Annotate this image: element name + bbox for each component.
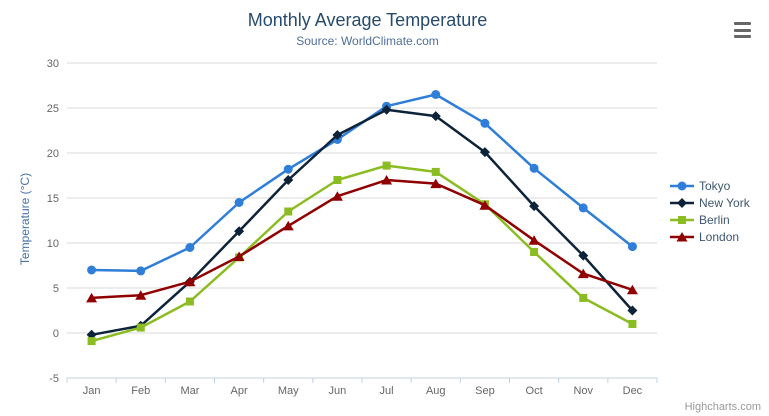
export-menu-button[interactable]: [731, 20, 755, 40]
square-legend-marker-icon: [670, 215, 694, 224]
data-point-marker[interactable]: [627, 242, 637, 252]
data-point-marker[interactable]: [528, 235, 540, 245]
data-point-marker[interactable]: [233, 251, 245, 262]
data-point-marker[interactable]: [628, 320, 637, 328]
data-point-marker[interactable]: [577, 268, 589, 279]
data-point-marker[interactable]: [431, 90, 441, 99]
x-axis-label: Sep: [475, 385, 495, 397]
series-line[interactable]: [90, 93, 634, 273]
data-point-marker[interactable]: [678, 215, 686, 224]
data-point-marker[interactable]: [87, 265, 97, 275]
data-point-marker[interactable]: [185, 297, 194, 306]
data-point-marker[interactable]: [136, 323, 145, 332]
data-point-marker[interactable]: [627, 305, 638, 316]
chart-subtitle: Source: WorldClimate.com: [296, 34, 439, 48]
data-point-marker[interactable]: [135, 290, 147, 300]
series-line[interactable]: [90, 178, 634, 300]
legend-label: Berlin: [699, 212, 730, 227]
legend: Tokyo New York Berlin London: [670, 177, 750, 245]
data-point-marker[interactable]: [381, 175, 393, 185]
series-line[interactable]: [90, 164, 634, 343]
x-axis-label: Dec: [623, 385, 643, 397]
data-point-marker[interactable]: [626, 284, 638, 295]
legend-item-new-york[interactable]: New York: [670, 194, 750, 211]
y-axis-label: 15: [47, 193, 59, 205]
data-point-marker[interactable]: [331, 191, 343, 201]
hamburger-icon: [734, 22, 751, 25]
data-point-marker[interactable]: [677, 197, 687, 208]
data-point-marker[interactable]: [676, 231, 688, 242]
series-tokyo: [87, 90, 637, 276]
legend-item-berlin[interactable]: Berlin: [670, 211, 750, 228]
diamond-legend-marker-icon: [670, 197, 694, 208]
y-axis-label: 30: [47, 58, 59, 70]
y-axis-label: 10: [47, 238, 59, 250]
data-point-marker[interactable]: [382, 161, 391, 170]
data-point-marker[interactable]: [430, 178, 442, 189]
x-axis-label: Apr: [231, 385, 248, 397]
data-point-marker[interactable]: [234, 198, 244, 207]
x-axis-label: Feb: [131, 385, 150, 397]
legend-label: London: [699, 229, 740, 244]
data-point-marker[interactable]: [86, 292, 98, 303]
data-point-marker[interactable]: [136, 266, 146, 276]
x-axis-label: May: [278, 385, 299, 397]
data-point-marker[interactable]: [87, 337, 96, 346]
y-axis-label: 25: [47, 103, 59, 115]
y-axis-label: 0: [53, 328, 59, 340]
x-axis-label: Nov: [573, 385, 593, 397]
highcharts-credit[interactable]: Highcharts.com: [684, 401, 761, 413]
data-point-marker[interactable]: [184, 276, 196, 287]
data-point-marker[interactable]: [283, 164, 293, 174]
data-point-marker[interactable]: [530, 248, 539, 256]
x-axis-label: Oct: [526, 385, 543, 397]
data-point-marker[interactable]: [333, 176, 342, 184]
legend-label: Tokyo: [699, 178, 731, 193]
y-axis-label: -5: [49, 373, 59, 385]
legend-item-tokyo[interactable]: Tokyo: [670, 177, 750, 194]
data-point-marker[interactable]: [283, 175, 294, 185]
legend-item-london[interactable]: London: [670, 228, 750, 245]
circle-legend-marker-icon: [670, 181, 694, 190]
y-axis-label: 5: [53, 283, 59, 295]
data-point-marker[interactable]: [479, 200, 491, 210]
chart-title: Monthly Average Temperature: [247, 10, 488, 30]
data-point-marker[interactable]: [578, 250, 589, 261]
data-point-marker[interactable]: [430, 111, 441, 122]
data-point-marker[interactable]: [529, 201, 540, 212]
y-axis-title: Temperature (°C): [18, 172, 32, 266]
hamburger-icon: [734, 28, 751, 32]
data-point-marker[interactable]: [185, 243, 195, 252]
data-point-marker[interactable]: [529, 163, 539, 173]
x-axis-label: Mar: [180, 385, 199, 397]
hamburger-icon: [734, 35, 751, 38]
x-axis-label: Jul: [380, 385, 394, 397]
data-point-marker[interactable]: [381, 104, 392, 115]
data-point-marker[interactable]: [282, 220, 294, 231]
data-point-marker[interactable]: [234, 226, 245, 237]
data-point-marker[interactable]: [332, 130, 343, 140]
data-point-marker[interactable]: [480, 118, 490, 128]
series-london: [86, 175, 638, 303]
x-axis-label: Aug: [426, 385, 446, 397]
data-point-marker[interactable]: [284, 207, 293, 216]
series-line[interactable]: [90, 108, 634, 337]
data-point-marker[interactable]: [578, 203, 588, 213]
y-axis-label: 20: [47, 148, 59, 160]
triangle-legend-marker-icon: [670, 231, 694, 242]
data-point-marker[interactable]: [579, 293, 588, 302]
data-point-marker[interactable]: [479, 147, 490, 158]
x-axis-label: Jan: [83, 385, 101, 397]
x-axis-label: Jun: [329, 385, 347, 397]
legend-label: New York: [699, 195, 750, 210]
data-point-marker[interactable]: [431, 167, 440, 176]
series-new-york: [86, 104, 638, 340]
data-point-marker[interactable]: [677, 181, 687, 190]
